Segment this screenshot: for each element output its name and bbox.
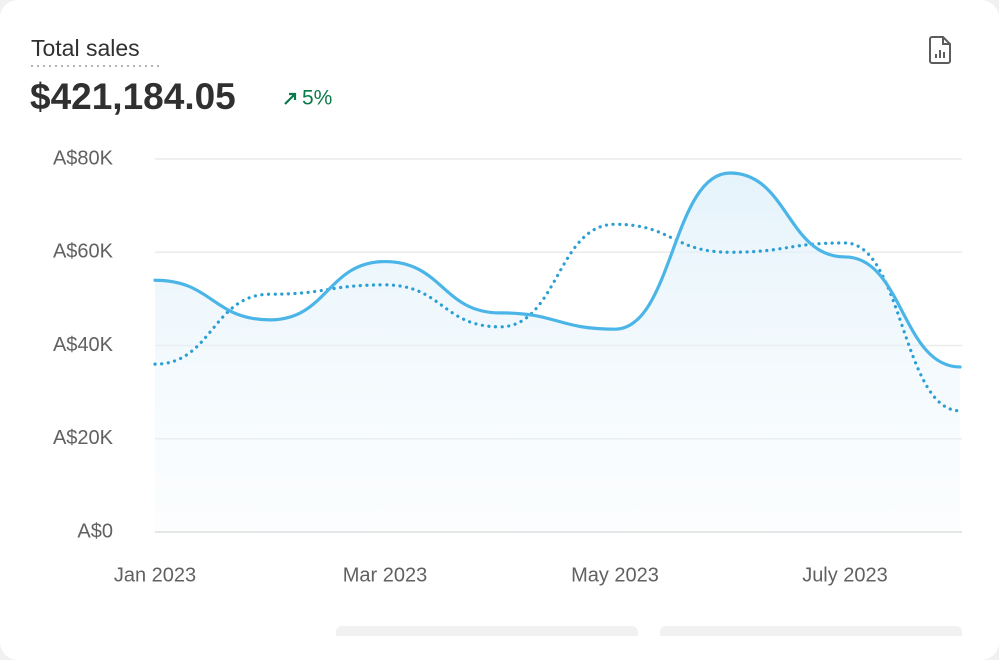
metric-title[interactable]: Total sales	[31, 35, 140, 61]
x-tick-label: Jan 2023	[114, 564, 196, 586]
y-tick-label: A$40K	[53, 334, 114, 356]
tab-placeholder	[336, 626, 638, 646]
chart: Total sales $421,184.05 5% A$0 A$20K A$40K…	[30, 35, 962, 646]
y-tick-label: A$0	[77, 520, 113, 542]
metric-value: $421,184.05	[30, 76, 236, 117]
area	[155, 172, 960, 532]
series-line	[153, 171, 962, 369]
series-line	[153, 222, 962, 413]
y-tick-label: A$20K	[53, 427, 114, 449]
metric-change: 5%	[302, 87, 332, 110]
tab-placeholder	[660, 626, 962, 646]
y-tick-label: A$80K	[53, 147, 114, 169]
x-tick-label: July 2023	[802, 564, 888, 586]
trend-arrow	[284, 92, 297, 105]
x-tick-label: May 2023	[571, 564, 659, 586]
y-tick-label: A$60K	[53, 241, 114, 263]
report-icon[interactable]	[929, 36, 951, 64]
x-tick-label: Mar 2023	[343, 564, 428, 586]
